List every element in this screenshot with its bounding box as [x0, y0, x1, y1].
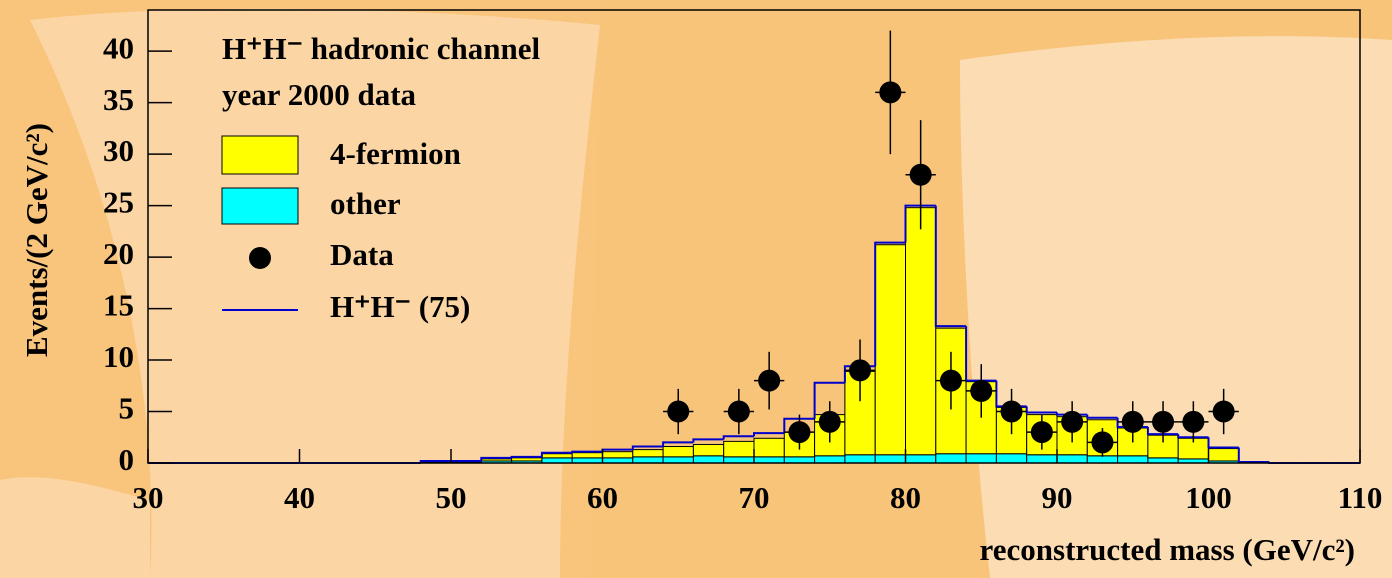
histogram-bar: [512, 458, 542, 461]
data-point: [728, 401, 750, 423]
histogram-bar: [542, 454, 572, 458]
histogram-step: [693, 439, 723, 442]
x-tick-label: 30: [133, 480, 164, 515]
data-point: [970, 380, 992, 402]
x-tick-label: 60: [587, 480, 618, 515]
page: {"chart_data": { "type": "histogram", "a…: [0, 0, 1392, 578]
x-tick-label: 80: [890, 480, 921, 515]
data-point: [1182, 411, 1204, 433]
chart: H⁺H⁻ hadronic channel year 2000 data rec…: [0, 0, 1392, 578]
y-tick-label: 10: [103, 339, 134, 374]
legend-label: other: [330, 186, 401, 221]
x-tick-label: 40: [284, 480, 315, 515]
histogram-bar: [572, 458, 602, 463]
histogram-bar: [966, 454, 996, 463]
histogram-bar: [481, 459, 511, 461]
data-point: [667, 401, 689, 423]
histogram-bar: [1209, 449, 1239, 461]
histogram-bar: [815, 456, 845, 463]
histogram-bar: [693, 444, 723, 455]
histogram-bar: [724, 441, 754, 456]
annotation: year 2000 data: [222, 77, 417, 112]
histogram-bar: [603, 458, 633, 463]
histogram-bar: [906, 208, 936, 455]
histogram-bar: [906, 455, 936, 463]
histogram-bar: [572, 453, 602, 458]
y-tick-label: 30: [103, 133, 134, 168]
histogram-bar: [1027, 455, 1057, 463]
y-tick-label: 5: [119, 391, 135, 426]
data-point: [1061, 411, 1083, 433]
data-point: [1213, 401, 1235, 423]
histogram-bar: [633, 457, 663, 463]
histogram-bar: [1148, 458, 1178, 463]
legend-label: Data: [330, 237, 394, 272]
histogram-bar: [663, 447, 693, 457]
histogram-step: [936, 206, 966, 326]
histogram-bar: [663, 457, 693, 463]
background: [0, 0, 1392, 578]
x-axis-label: reconstructed mass (GeV/c²): [980, 532, 1355, 567]
y-tick-label: 35: [103, 82, 134, 117]
y-tick-label: 25: [103, 185, 134, 220]
data-point: [788, 421, 810, 443]
histogram-bar: [754, 457, 784, 463]
x-tick-label: 50: [436, 480, 467, 515]
histogram-bar: [542, 458, 572, 463]
data-point: [1001, 401, 1023, 423]
data-point: [1091, 431, 1113, 453]
histogram-bar: [996, 454, 1026, 463]
annotation: H⁺H⁻ hadronic channel: [222, 31, 540, 66]
histogram-bar: [1118, 456, 1148, 463]
histogram-step: [754, 433, 784, 436]
bg-shape: [960, 36, 1392, 578]
data-point: [940, 370, 962, 392]
data-point: [879, 81, 901, 103]
data-point: [1031, 421, 1053, 443]
histogram-bar: [1057, 455, 1087, 463]
histogram-step: [663, 442, 693, 446]
x-tick-label: 110: [1338, 480, 1383, 515]
histogram-bar: [845, 455, 875, 463]
y-tick-label: 20: [103, 236, 134, 271]
y-tick-label: 40: [103, 30, 134, 65]
histogram-bar: [603, 452, 633, 458]
legend-label: H⁺H⁻ (75): [330, 289, 470, 324]
histogram-bar: [1087, 456, 1117, 463]
y-tick-label: 15: [103, 288, 134, 323]
data-point: [849, 359, 871, 381]
histogram-step: [572, 452, 602, 453]
legend-swatch: [222, 188, 298, 224]
data-point: [819, 411, 841, 433]
histogram-bar: [875, 455, 905, 463]
y-tick-label: 0: [119, 442, 135, 477]
y-axis-label: Events/(2 GeV/c²): [19, 123, 54, 357]
data-point: [910, 164, 932, 186]
legend-label: 4-fermion: [330, 136, 461, 171]
data-point: [1122, 411, 1144, 433]
x-tick-label: 100: [1185, 480, 1232, 515]
histogram-bar: [754, 438, 784, 457]
data-point: [1152, 411, 1174, 433]
x-tick-label: 90: [1042, 480, 1073, 515]
histogram-step: [512, 457, 542, 458]
histogram-bar: [633, 450, 663, 457]
legend-marker: [249, 247, 271, 269]
histogram-bar: [875, 245, 905, 455]
data-point: [758, 370, 780, 392]
histogram-step: [724, 436, 754, 439]
histogram-bar: [724, 457, 754, 463]
legend-swatch: [222, 136, 298, 174]
histogram-bar: [693, 456, 723, 463]
histogram-bar: [784, 457, 814, 463]
x-tick-label: 70: [739, 480, 770, 515]
histogram-bar: [936, 454, 966, 463]
